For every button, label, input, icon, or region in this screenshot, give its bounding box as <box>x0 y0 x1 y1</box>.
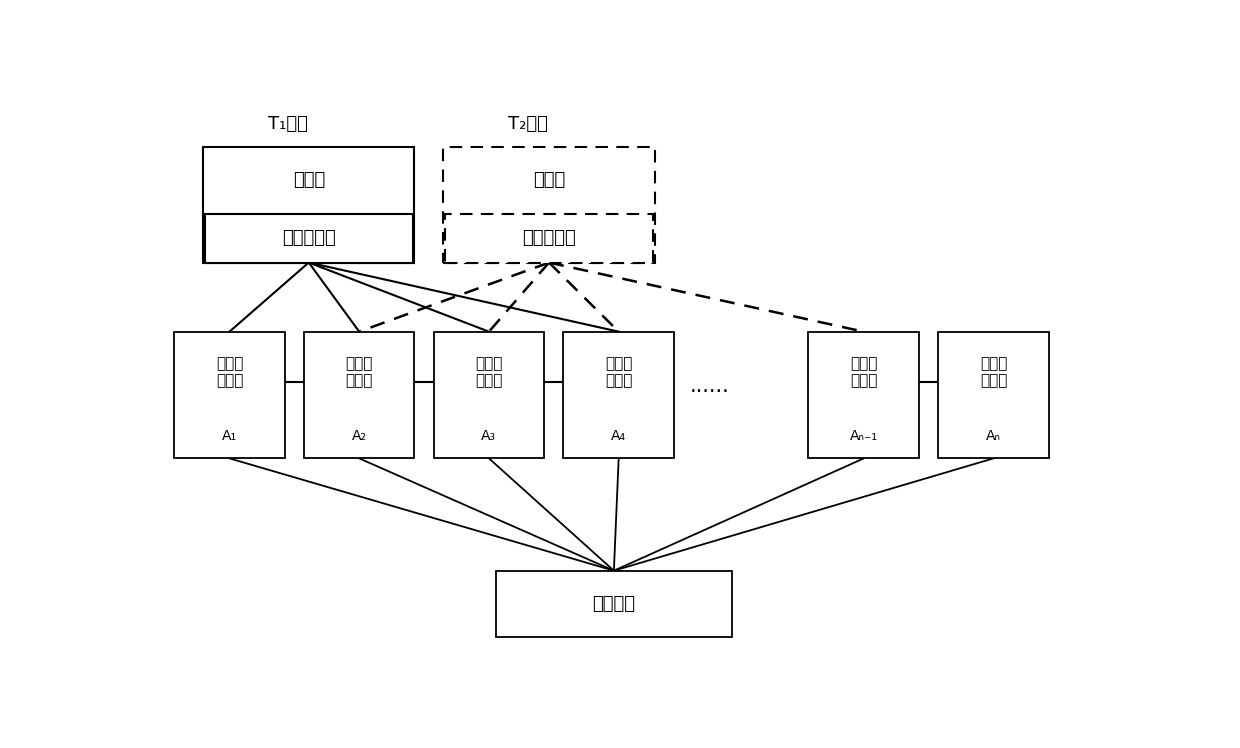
Bar <box>174 331 285 459</box>
Bar <box>444 147 655 263</box>
Text: 无人机: 无人机 <box>293 171 325 189</box>
Text: ······: ······ <box>689 382 729 402</box>
Bar <box>563 331 675 459</box>
Text: A₄: A₄ <box>611 429 626 443</box>
Bar <box>445 214 652 263</box>
Text: A₁: A₁ <box>222 429 237 443</box>
Text: 数据接
收设备: 数据接 收设备 <box>475 356 502 388</box>
Text: 数据发射器: 数据发射器 <box>522 229 575 247</box>
Bar <box>203 147 414 263</box>
Text: 控制设备: 控制设备 <box>593 595 635 613</box>
Bar <box>808 331 919 459</box>
Bar <box>434 331 544 459</box>
Text: 无人机: 无人机 <box>533 171 565 189</box>
Text: 数据接
收设备: 数据接 收设备 <box>605 356 632 388</box>
Text: Aₙ: Aₙ <box>986 429 1001 443</box>
Text: 数据接
收设备: 数据接 收设备 <box>216 356 243 388</box>
Text: T₁时刻: T₁时刻 <box>268 115 308 133</box>
Bar <box>304 331 414 459</box>
Text: 数据发射器: 数据发射器 <box>281 229 336 247</box>
Bar <box>205 214 413 263</box>
Text: A₂: A₂ <box>352 429 367 443</box>
Text: 数据接
收设备: 数据接 收设备 <box>980 356 1007 388</box>
Bar <box>496 571 732 637</box>
Text: A₃: A₃ <box>481 429 496 443</box>
Bar <box>939 331 1049 459</box>
Text: Aₙ₋₁: Aₙ₋₁ <box>849 429 878 443</box>
Text: 数据接
收设备: 数据接 收设备 <box>851 356 878 388</box>
Text: T₂时刻: T₂时刻 <box>508 115 548 133</box>
Text: 数据接
收设备: 数据接 收设备 <box>346 356 373 388</box>
